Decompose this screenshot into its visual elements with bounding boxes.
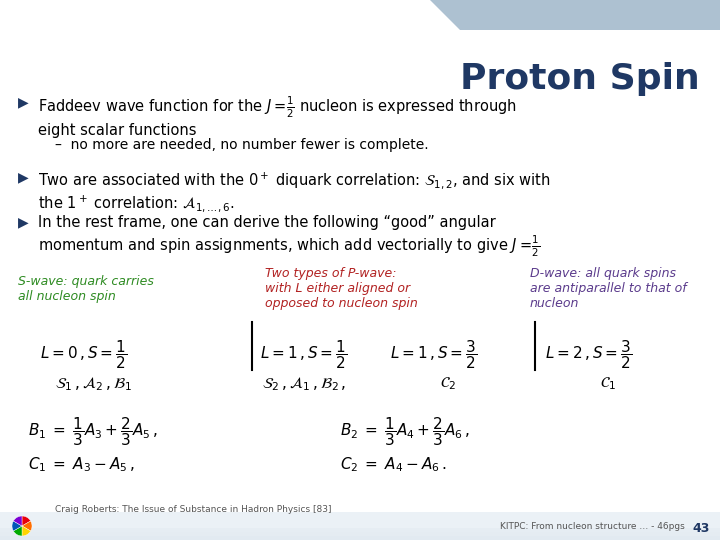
Text: $\mathcal{C}_1$: $\mathcal{C}_1$ [600,375,616,392]
Text: Craig Roberts: The Issue of Substance in Hadron Physics [83]: Craig Roberts: The Issue of Substance in… [55,505,331,514]
Wedge shape [14,526,22,536]
Text: $L=1\,,S=\dfrac{3}{2}$: $L=1\,,S=\dfrac{3}{2}$ [390,338,477,371]
Text: –  no more are needed, no number fewer is complete.: – no more are needed, no number fewer is… [55,138,428,152]
Text: Faddeev wave function for the $J=\!\frac{1}{2}$ nucleon is expressed through
eig: Faddeev wave function for the $J=\!\frac… [38,95,517,138]
Text: ▶: ▶ [18,215,29,229]
Text: Two are associated with the $0^+$ diquark correlation: $\mathcal{S}_{1,2}$, and : Two are associated with the $0^+$ diquar… [38,170,551,214]
Text: $B_1\;=\;\dfrac{1}{3}A_3+\dfrac{2}{3}A_5\,,$: $B_1\;=\;\dfrac{1}{3}A_3+\dfrac{2}{3}A_5… [28,415,158,448]
Wedge shape [22,526,31,536]
Text: ▶: ▶ [18,95,29,109]
Text: $\mathcal{S}_2\,,\mathcal{A}_1\,,\mathcal{B}_2\,,$: $\mathcal{S}_2\,,\mathcal{A}_1\,,\mathca… [262,375,346,393]
Text: ▶: ▶ [18,170,29,184]
Text: $L=0\,,S=\dfrac{1}{2}$: $L=0\,,S=\dfrac{1}{2}$ [40,338,127,371]
Text: 43: 43 [693,522,710,535]
Wedge shape [14,516,22,526]
Text: Two types of P-wave:
with L either aligned or
opposed to nucleon spin: Two types of P-wave: with L either align… [265,267,418,310]
Text: $C_1\;=\;A_3-A_5\,,$: $C_1\;=\;A_3-A_5\,,$ [28,455,135,474]
Text: $B_2\;=\;\dfrac{1}{3}A_4+\dfrac{2}{3}A_6\,,$: $B_2\;=\;\dfrac{1}{3}A_4+\dfrac{2}{3}A_6… [340,415,470,448]
Text: S-wave: quark carries
all nucleon spin: S-wave: quark carries all nucleon spin [18,275,154,303]
Text: $L=2\,,S=\dfrac{3}{2}$: $L=2\,,S=\dfrac{3}{2}$ [545,338,632,371]
Wedge shape [22,521,32,531]
Text: $\mathcal{S}_1\,,\mathcal{A}_2\,,\mathcal{B}_1$: $\mathcal{S}_1\,,\mathcal{A}_2\,,\mathca… [55,375,132,393]
Bar [0,536,720,540]
Polygon shape [430,0,720,30]
Text: $\mathcal{C}_2$: $\mathcal{C}_2$ [440,375,456,392]
Bar [0,512,720,540]
Text: In the rest frame, one can derive the following “good” angular
momentum and spin: In the rest frame, one can derive the fo… [38,215,540,259]
Text: $C_2\;=\;A_4-A_6\,.$: $C_2\;=\;A_4-A_6\,.$ [340,455,446,474]
Wedge shape [22,516,31,526]
Bar [0,532,720,536]
Bar [0,528,720,532]
Text: Proton Spin: Proton Spin [460,62,700,96]
Wedge shape [12,521,22,531]
Text: $L=1\,,S=\dfrac{1}{2}$: $L=1\,,S=\dfrac{1}{2}$ [260,338,347,371]
Text: D-wave: all quark spins
are antiparallel to that of
nucleon: D-wave: all quark spins are antiparallel… [530,267,687,310]
Text: KITPC: From nucleon structure … - 46pgs: KITPC: From nucleon structure … - 46pgs [500,522,685,531]
